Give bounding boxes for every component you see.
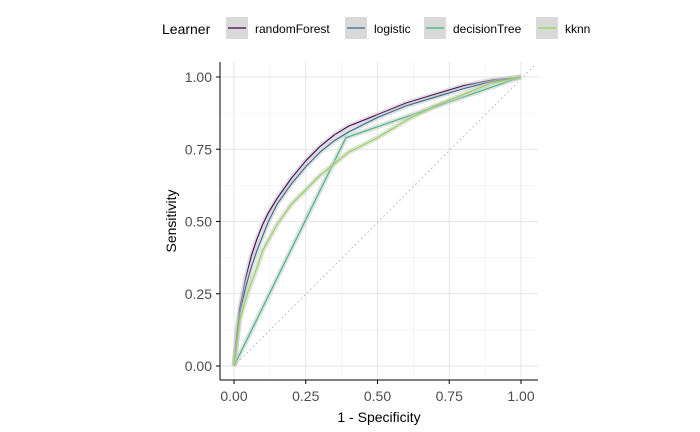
y-ticks: 0.00 0.25 0.50 0.75 1.00 <box>185 69 220 374</box>
legend-title: Learner <box>162 21 211 37</box>
legend-item-kknn: kknn <box>536 17 590 39</box>
legend-label: decisionTree <box>453 22 522 36</box>
series-line-kknn <box>233 76 522 367</box>
legend-label: kknn <box>565 22 590 36</box>
x-axis-title: 1 - Specificity <box>337 409 420 425</box>
legend-item-decisionTree: decisionTree <box>424 17 522 39</box>
x-tick-label: 0.50 <box>364 388 391 404</box>
legend-item-randomForest: randomForest <box>226 17 330 39</box>
grid <box>220 62 538 380</box>
y-tick-label: 0.00 <box>185 358 212 374</box>
legend-label: randomForest <box>255 22 330 36</box>
x-tick-label: 1.00 <box>507 388 534 404</box>
reference-line-group <box>233 63 537 367</box>
y-tick-label: 0.25 <box>185 286 212 302</box>
x-tick-label: 0.00 <box>220 388 247 404</box>
y-tick-label: 1.00 <box>185 69 212 85</box>
y-tick-label: 0.50 <box>185 214 212 230</box>
y-axis-title: Sensitivity <box>163 189 179 252</box>
x-tick-label: 0.25 <box>292 388 319 404</box>
x-tick-label: 0.75 <box>436 388 463 404</box>
series-line-logistic <box>233 76 522 367</box>
legend-label: logistic <box>374 22 411 36</box>
legend-item-logistic: logistic <box>345 17 411 39</box>
series-group <box>231 74 522 368</box>
x-ticks: 0.00 0.25 0.50 0.75 1.00 <box>220 380 535 404</box>
legend: Learner randomForest logistic decisionTree… <box>162 17 590 39</box>
y-tick-label: 0.75 <box>185 141 212 157</box>
reference-diagonal <box>233 63 537 367</box>
